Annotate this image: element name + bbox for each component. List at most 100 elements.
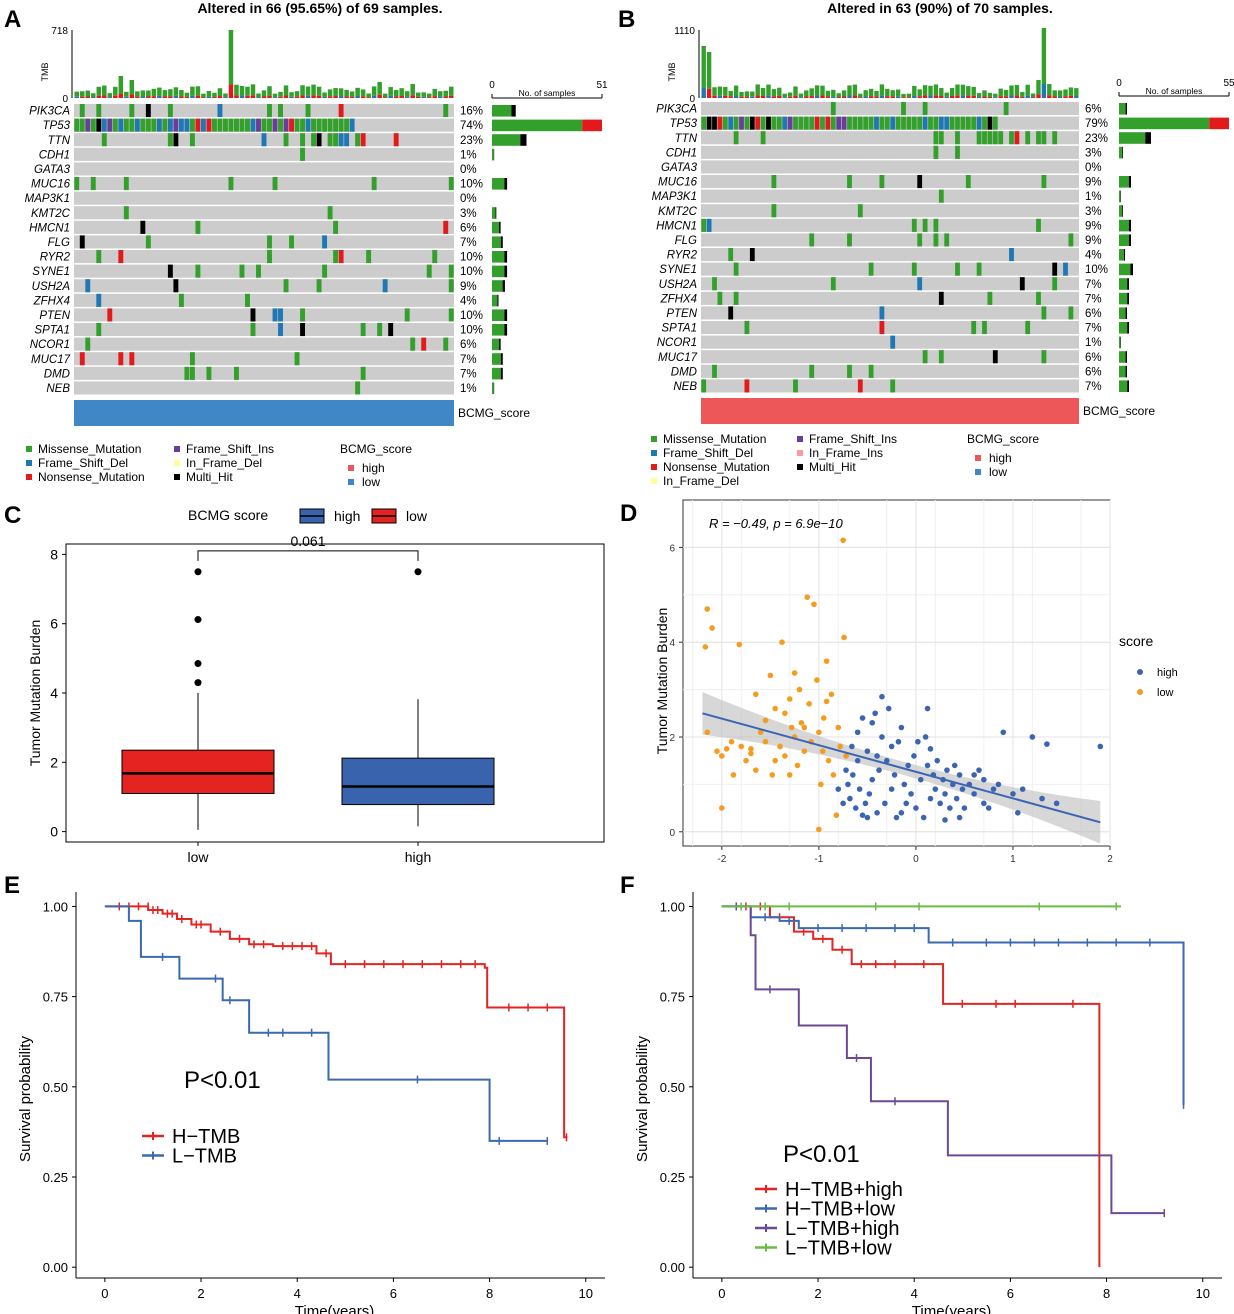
mutation-cell bbox=[245, 293, 250, 307]
gene-name: SPTA1 bbox=[661, 323, 697, 335]
side-bar-segment bbox=[504, 309, 508, 321]
tmb-bar-segment bbox=[228, 84, 234, 98]
gene-row-bg bbox=[74, 366, 454, 380]
mutation-cell bbox=[294, 118, 300, 132]
tmb-bar-segment bbox=[906, 97, 912, 98]
mutation-cell bbox=[443, 220, 449, 234]
tmb-bar bbox=[874, 90, 879, 97]
tmb-bar-segment bbox=[102, 95, 107, 98]
side-bar bbox=[492, 134, 521, 146]
tmb-bar bbox=[847, 85, 852, 96]
mutation-cell bbox=[890, 116, 896, 130]
side-bar-segment bbox=[1128, 219, 1131, 232]
gene-name: MUC17 bbox=[658, 352, 698, 364]
tmb-bar bbox=[305, 86, 311, 96]
gene-row-bg bbox=[701, 277, 1079, 291]
gene-percent: 9% bbox=[1085, 220, 1102, 232]
data-point bbox=[779, 639, 785, 645]
tmb-bar-segment bbox=[245, 95, 250, 98]
side-bar bbox=[1119, 176, 1129, 188]
tmb-bar bbox=[1063, 89, 1068, 97]
mutation-cell bbox=[327, 206, 333, 220]
data-point bbox=[788, 724, 795, 731]
mutation-cell bbox=[195, 264, 201, 278]
side-bar-segment bbox=[1130, 263, 1133, 276]
tmb-bar-segment bbox=[814, 95, 820, 98]
data-point bbox=[924, 705, 931, 712]
mutation-cell bbox=[178, 118, 184, 132]
tmb-bar bbox=[267, 86, 272, 96]
mutation-cell bbox=[250, 323, 256, 337]
mutation-cell bbox=[982, 321, 987, 335]
data-point bbox=[825, 757, 832, 764]
side-bar bbox=[492, 148, 494, 161]
mutation-cell bbox=[982, 116, 987, 130]
tmb-bar bbox=[712, 87, 717, 96]
tmb-bar bbox=[404, 91, 410, 97]
regression-line bbox=[702, 712, 1101, 824]
mutation-cell bbox=[355, 381, 361, 395]
mutation-cell bbox=[360, 366, 366, 380]
mutation-cell bbox=[96, 118, 102, 132]
tmb-bar bbox=[91, 93, 96, 98]
mutation-cell bbox=[1025, 131, 1031, 145]
mutation-cell bbox=[79, 104, 85, 118]
side-bar bbox=[1119, 292, 1128, 305]
x-tick-label: 0 bbox=[101, 1286, 108, 1301]
mutation-cell bbox=[836, 116, 842, 130]
mutation-cell bbox=[701, 116, 707, 130]
tmb-bar bbox=[443, 90, 448, 97]
mutation-cell bbox=[189, 366, 195, 380]
legend-label: Missense_Mutation bbox=[663, 432, 766, 446]
tmb-axis-max: 1110 bbox=[674, 26, 695, 37]
mutation-cell bbox=[118, 118, 124, 132]
score-legend-swatch bbox=[975, 455, 981, 461]
data-point bbox=[823, 698, 830, 705]
legend-label: Multi_Hit bbox=[809, 460, 856, 474]
box bbox=[121, 749, 275, 794]
mutation-cell bbox=[906, 116, 912, 130]
gene-name: MUC16 bbox=[658, 177, 698, 189]
mutation-cell bbox=[1003, 102, 1009, 116]
gene-row-bg bbox=[74, 308, 454, 322]
mutation-cell bbox=[239, 118, 245, 132]
tmb-bar-segment bbox=[933, 95, 939, 98]
tmb-bar bbox=[841, 90, 847, 97]
mutation-cell bbox=[79, 352, 85, 366]
y-tick-label: 0.75 bbox=[660, 990, 685, 1005]
gene-percent: 7% bbox=[460, 237, 477, 249]
tmb-bar bbox=[879, 84, 885, 96]
y-tick-label: 6 bbox=[50, 616, 58, 632]
mutation-cell bbox=[955, 262, 960, 276]
gene-row-bg bbox=[701, 262, 1079, 276]
tmb-bar-segment bbox=[944, 96, 949, 98]
gene-percent: 6% bbox=[1085, 308, 1102, 320]
mutation-cell bbox=[245, 118, 250, 132]
side-axis-max: 55 bbox=[1223, 78, 1234, 89]
side-bar bbox=[1119, 380, 1128, 392]
legend-label: In_Frame_Del bbox=[186, 456, 262, 470]
mutation-cell bbox=[976, 262, 982, 276]
tmb-bar-segment bbox=[124, 96, 129, 98]
p-value-label: P<0.01 bbox=[184, 1067, 261, 1094]
legend-label: Frame_Shift_Del bbox=[663, 446, 753, 460]
legend-swatch bbox=[651, 436, 657, 442]
tmb-axis-max: 718 bbox=[51, 26, 68, 37]
mutation-cell bbox=[965, 175, 971, 189]
tmb-bar-segment bbox=[733, 95, 739, 98]
gene-row-bg bbox=[74, 177, 454, 191]
tmb-bar-segment bbox=[305, 95, 311, 98]
data-point bbox=[893, 814, 900, 821]
mutation-cell bbox=[85, 337, 91, 351]
box bbox=[341, 757, 495, 806]
data-point bbox=[719, 753, 725, 759]
mutation-cell bbox=[272, 308, 278, 322]
legend-title: score bbox=[1119, 633, 1153, 649]
gene-row-bg bbox=[701, 233, 1079, 247]
mutation-cell bbox=[443, 104, 449, 118]
tmb-bar-segment bbox=[825, 96, 831, 98]
tmb-bar-segment bbox=[239, 95, 245, 98]
side-bar-segment bbox=[582, 119, 602, 132]
mutation-cell bbox=[1063, 262, 1068, 276]
side-bar bbox=[1119, 278, 1128, 290]
